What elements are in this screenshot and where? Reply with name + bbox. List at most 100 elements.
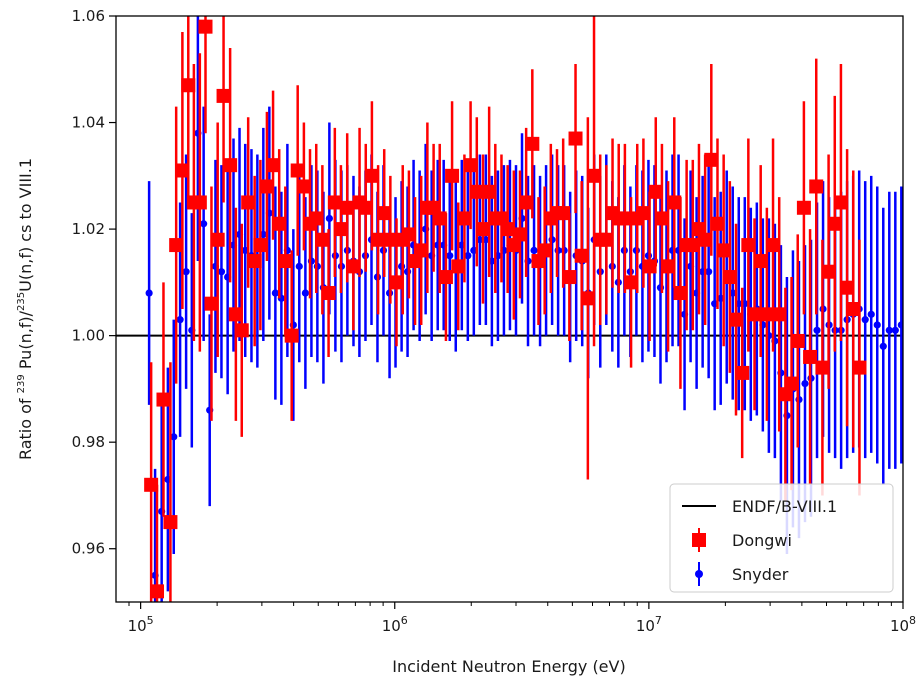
dongwi-point [766, 238, 781, 253]
dongwi-point [259, 179, 274, 194]
dongwi-point [408, 254, 423, 269]
dongwi-point [216, 88, 231, 103]
dongwi-point [716, 243, 731, 258]
snyder-point [873, 321, 881, 329]
snyder-point [891, 326, 899, 334]
dongwi-point [253, 238, 268, 253]
y-tick-label: 1.06 [72, 7, 105, 25]
dongwi-point [346, 259, 361, 274]
dongwi-point [432, 211, 447, 226]
snyder-point [200, 220, 208, 228]
dongwi-point [463, 158, 478, 173]
dongwi-series [144, 16, 867, 602]
dongwi-point [747, 307, 762, 322]
dongwi-point [778, 387, 793, 402]
dongwi-point [340, 200, 355, 215]
legend-dongwi-label: Dongwi [732, 531, 792, 550]
dongwi-point [500, 222, 515, 237]
dongwi-point [150, 584, 165, 599]
dongwi-point [457, 211, 472, 226]
dongwi-point [556, 206, 571, 221]
x-tick-label: 105 [128, 614, 154, 635]
dongwi-point [562, 270, 577, 285]
dongwi-point [710, 216, 725, 231]
dongwi-point [512, 227, 527, 242]
dongwi-point [377, 206, 392, 221]
y-axis: 0.96 0.98 1.00 1.02 1.04 1.06 [72, 7, 116, 558]
dongwi-point [784, 376, 799, 391]
dongwi-point [163, 515, 178, 530]
snyder-point [176, 316, 184, 324]
dongwi-point [815, 360, 830, 375]
dongwi-point [827, 216, 842, 231]
dongwi-point [144, 477, 159, 492]
dongwi-point [383, 232, 398, 247]
dongwi-point [358, 200, 373, 215]
dongwi-point [284, 328, 299, 343]
dongwi-point [290, 163, 305, 178]
snyder-point [897, 321, 903, 329]
snyder-point [861, 316, 869, 324]
dongwi-point [654, 211, 669, 226]
dongwi-point [636, 206, 651, 221]
legend: ENDF/B-VIII.1 Dongwi Snyder [669, 483, 894, 593]
dongwi-point [438, 270, 453, 285]
dongwi-point [587, 168, 602, 183]
dongwi-point [327, 195, 342, 210]
dongwi-point [840, 280, 855, 295]
x-tick-label: 106 [382, 614, 408, 635]
dongwi-point [519, 195, 534, 210]
x-axis: 105 106 107 108 [128, 602, 916, 635]
dongwi-point [296, 179, 311, 194]
dongwi-point [741, 238, 756, 253]
dongwi-point [278, 254, 293, 269]
x-tick-label: 108 [890, 614, 916, 635]
dongwi-point [272, 216, 287, 231]
dongwi-point [617, 211, 632, 226]
dongwi-point [648, 184, 663, 199]
dongwi-point [803, 349, 818, 364]
dongwi-point [624, 275, 639, 290]
dongwi-point [364, 168, 379, 183]
snyder-point [885, 326, 893, 334]
y-axis-label-mid: Pu(n,f)/ [16, 310, 35, 374]
dongwi-point [772, 307, 787, 322]
dongwi-point [821, 264, 836, 279]
snyder-point [530, 246, 538, 254]
snyder-point [446, 252, 454, 260]
snyder-point [295, 262, 303, 270]
dongwi-point [309, 211, 324, 226]
dongwi-point [580, 291, 595, 306]
y-tick-label: 1.04 [72, 114, 105, 132]
dongwi-point [691, 222, 706, 237]
legend-dongwi-marker [692, 533, 706, 547]
dongwi-point [475, 222, 490, 237]
dongwi-point [599, 232, 614, 247]
snyder-point [217, 268, 226, 276]
dongwi-point [198, 19, 213, 34]
dongwi-point [494, 211, 509, 226]
dongwi-point [506, 238, 521, 253]
y-axis-label-suffix: U(n,f) cs to VIII.1 [16, 158, 35, 292]
dongwi-point [531, 254, 546, 269]
dongwi-point [661, 259, 676, 274]
snyder-point [182, 268, 190, 276]
dongwi-point [175, 163, 190, 178]
dongwi-point [852, 360, 867, 375]
dongwi-point [192, 195, 207, 210]
dongwi-point [846, 302, 861, 316]
dongwi-point [389, 275, 404, 290]
dongwi-point [568, 131, 583, 146]
dongwi-point [451, 259, 466, 274]
dongwi-point [414, 243, 429, 258]
x-tick-label: 107 [636, 614, 662, 635]
dongwi-point [525, 136, 540, 151]
snyder-point [301, 289, 309, 297]
y-tick-label: 0.96 [72, 540, 105, 558]
snyder-point [867, 310, 875, 318]
dongwi-point [574, 248, 589, 263]
dongwi-point [729, 312, 744, 327]
snyder-point [801, 379, 809, 388]
legend-box [669, 483, 894, 593]
